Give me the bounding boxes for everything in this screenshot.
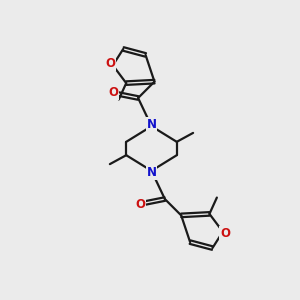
Text: O: O: [135, 198, 145, 211]
Text: O: O: [220, 227, 230, 240]
Text: N: N: [146, 166, 157, 179]
Text: N: N: [146, 118, 157, 131]
Text: O: O: [108, 86, 118, 99]
Text: O: O: [106, 57, 116, 70]
